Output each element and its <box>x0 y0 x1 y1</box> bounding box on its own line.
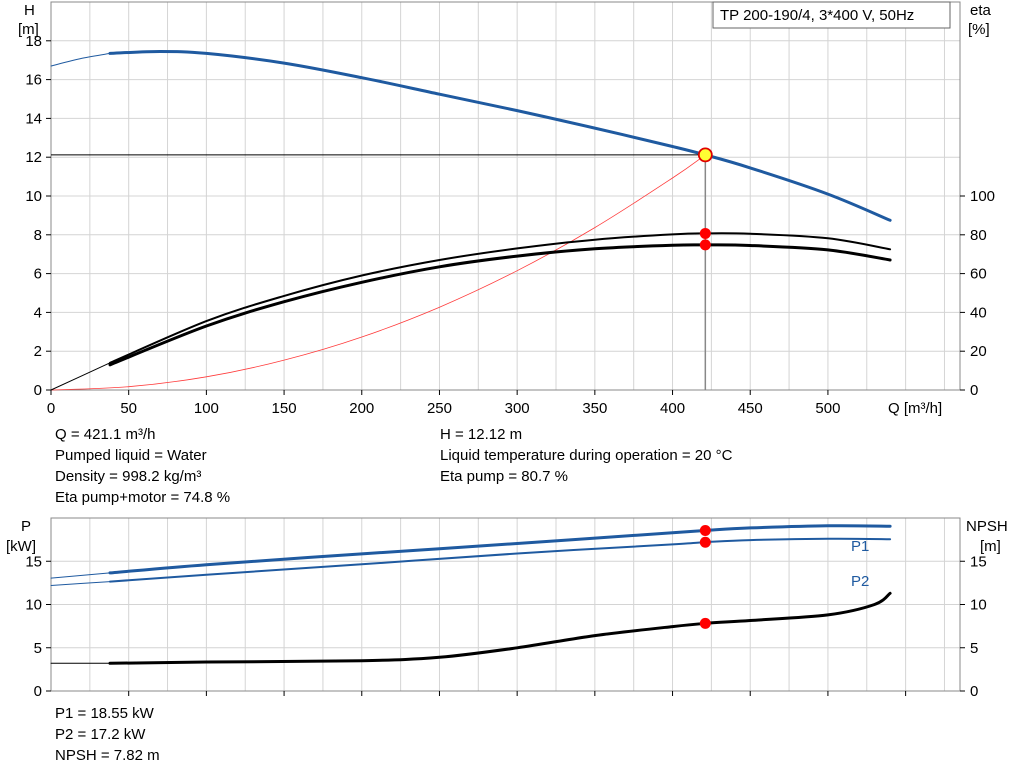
y-tick-label: 14 <box>25 110 42 127</box>
series-head <box>108 50 892 222</box>
y-tick-label: 6 <box>34 266 42 283</box>
y-tick-label: 10 <box>25 597 42 614</box>
duty-point-marker <box>699 536 711 548</box>
series-system <box>50 154 706 391</box>
y-axis-unit-h: [m] <box>18 21 39 38</box>
y2-axis-label-eta: eta <box>970 2 992 19</box>
series-eta-pump-ext <box>50 362 111 391</box>
duty-point-marker <box>699 617 711 629</box>
y2-tick-label: 0 <box>970 683 978 700</box>
y2-tick-label: 100 <box>970 188 995 205</box>
series-eta-total <box>108 243 892 367</box>
series-p1-ext <box>50 572 111 579</box>
result-npsh: NPSH = 7.82 m <box>55 747 160 764</box>
result-p2: P2 = 17.2 kW <box>55 726 146 743</box>
x-tick-label: 50 <box>120 400 137 417</box>
result-eta-total: Eta pump+motor = 74.8 % <box>55 489 231 506</box>
x-axis-label-q: Q [m³/h] <box>888 400 942 417</box>
operating-point-marker <box>697 147 713 163</box>
duty-point-marker <box>699 525 711 537</box>
power-chart-ticks: 0 5 10 15 0 5 10 15 <box>25 553 986 700</box>
series-eta-pump <box>109 232 892 364</box>
x-tick-label: 400 <box>660 400 685 417</box>
y-tick-label: 15 <box>25 553 42 570</box>
y2-tick-label: 10 <box>970 597 987 614</box>
y-tick-label: 0 <box>34 683 42 700</box>
y-axis-unit-p: [kW] <box>6 538 36 555</box>
y2-tick-label: 60 <box>970 266 987 283</box>
duty-point-marker <box>699 227 711 239</box>
y-tick-label: 8 <box>34 227 42 244</box>
y2-tick-label: 20 <box>970 343 987 360</box>
y2-axis-unit-eta: [%] <box>968 21 990 38</box>
chart-title: TP 200-190/4, 3*400 V, 50Hz <box>720 7 914 24</box>
series-p2 <box>109 537 892 583</box>
y-tick-label: 18 <box>25 33 42 50</box>
y2-tick-label: 80 <box>970 227 987 244</box>
power-chart-markers <box>699 525 711 629</box>
head-chart-grid <box>51 2 960 390</box>
result-density: Density = 998.2 kg/m³ <box>55 468 202 485</box>
duty-point-marker <box>699 239 711 251</box>
power-chart-series <box>50 524 892 665</box>
x-tick-label: 300 <box>505 400 530 417</box>
x-tick-label: 250 <box>427 400 452 417</box>
y-tick-label: 16 <box>25 72 42 89</box>
y2-tick-label: 5 <box>970 640 978 657</box>
x-tick-label: 350 <box>582 400 607 417</box>
x-tick-label: 0 <box>47 400 55 417</box>
chart-title-box <box>712 1 951 29</box>
series-head-ext <box>50 52 111 67</box>
y2-tick-label: 0 <box>970 382 978 399</box>
y-axis-label-p: P <box>21 518 31 535</box>
head-chart-markers <box>697 147 713 251</box>
x-tick-label: 450 <box>738 400 763 417</box>
result-liquid: Pumped liquid = Water <box>55 447 207 464</box>
y2-tick-label: 15 <box>970 553 987 570</box>
x-tick-label: 200 <box>349 400 374 417</box>
result-h: H = 12.12 m <box>440 426 523 443</box>
y2-axis-unit-npsh: [m] <box>980 538 1001 555</box>
head-chart-ticks: 0 2 4 6 8 10 12 14 16 18 0 20 40 60 80 100 0 50 100 150 200 2… <box>25 33 995 417</box>
series-label-p1: P1 <box>851 538 869 555</box>
series-p2-ext <box>50 581 111 586</box>
x-tick-label: 500 <box>815 400 840 417</box>
x-tick-label: 100 <box>194 400 219 417</box>
x-tick-label: 150 <box>272 400 297 417</box>
y-axis-label-h: H <box>24 2 35 19</box>
series-label-p2: P2 <box>851 573 869 590</box>
result-q: Q = 421.1 m³/h <box>55 426 156 443</box>
y-tick-label: 12 <box>25 149 42 166</box>
result-p1: P1 = 18.55 kW <box>55 705 154 722</box>
y-tick-label: 0 <box>34 382 42 399</box>
series-npsh <box>108 591 892 665</box>
y-tick-label: 10 <box>25 188 42 205</box>
y-tick-label: 2 <box>34 343 42 360</box>
series-p1 <box>108 524 892 575</box>
y2-tick-label: 40 <box>970 304 987 321</box>
result-temperature: Liquid temperature during operation = 20… <box>440 447 733 464</box>
y-tick-label: 5 <box>34 640 42 657</box>
y-tick-label: 4 <box>34 304 42 321</box>
head-chart-series <box>50 50 892 391</box>
result-eta-pump: Eta pump = 80.7 % <box>440 468 568 485</box>
y2-axis-label-npsh: NPSH <box>966 518 1008 535</box>
